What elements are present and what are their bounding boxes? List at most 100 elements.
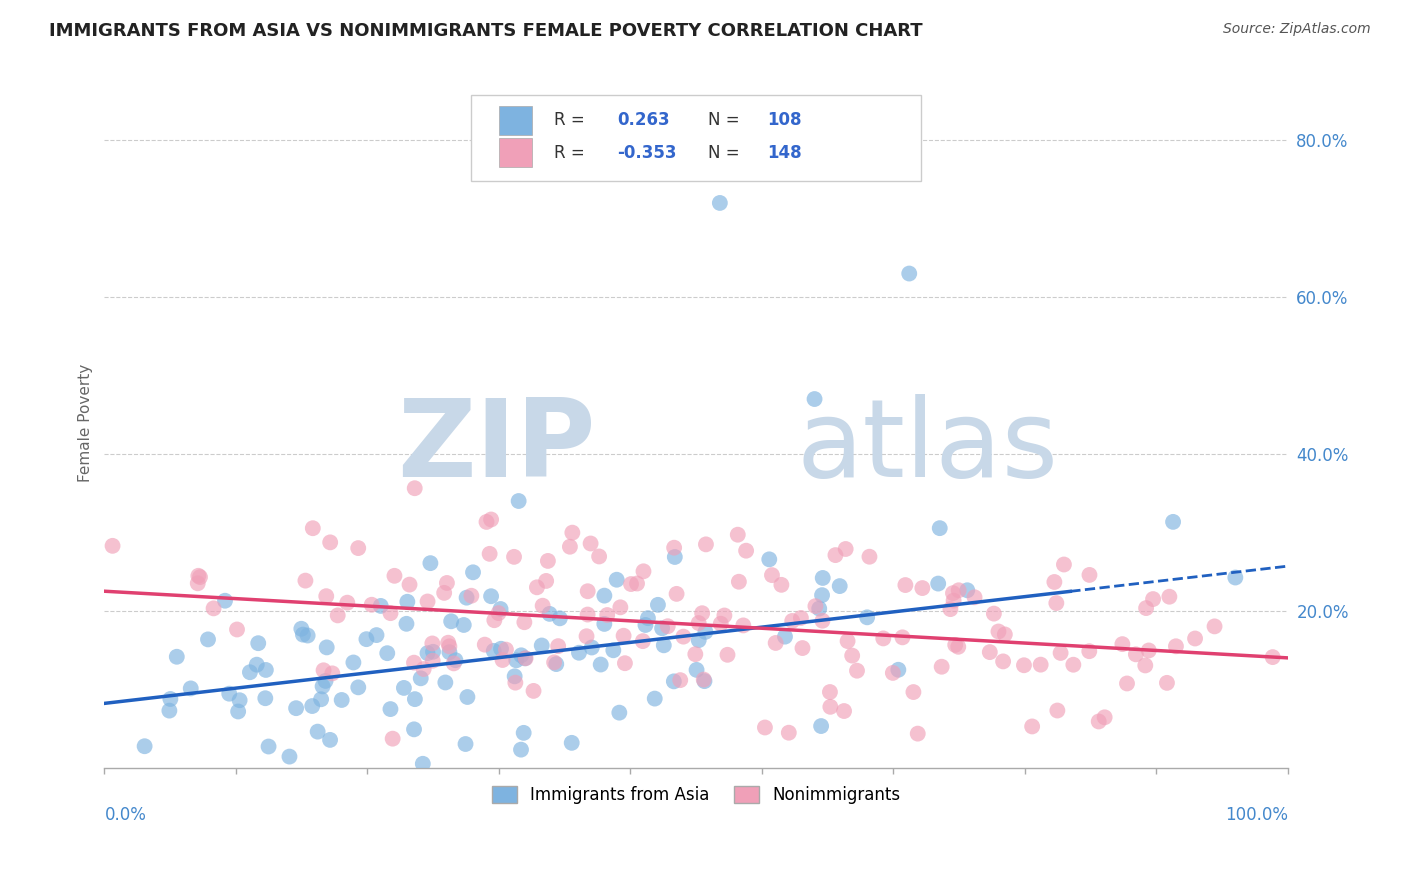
Point bbox=[1164, 640, 1187, 654]
Point bbox=[979, 645, 1001, 659]
Point bbox=[321, 666, 343, 681]
Point bbox=[402, 723, 425, 737]
Point bbox=[811, 588, 834, 602]
Point bbox=[347, 681, 370, 695]
Point bbox=[479, 589, 502, 603]
Point bbox=[531, 599, 554, 613]
Text: 0.263: 0.263 bbox=[617, 112, 669, 129]
Point bbox=[1053, 558, 1076, 572]
Point bbox=[613, 657, 636, 671]
Point bbox=[488, 606, 510, 620]
Point bbox=[301, 521, 323, 535]
Point bbox=[404, 481, 426, 495]
Point bbox=[291, 627, 314, 641]
Point bbox=[593, 589, 616, 603]
Point bbox=[508, 494, 530, 508]
Point bbox=[633, 564, 655, 578]
Point bbox=[505, 675, 527, 690]
Legend: Immigrants from Asia, Nonimmigrants: Immigrants from Asia, Nonimmigrants bbox=[485, 780, 907, 811]
Point bbox=[837, 634, 859, 648]
Point bbox=[285, 701, 308, 715]
Point bbox=[834, 541, 856, 556]
Text: 148: 148 bbox=[768, 144, 801, 161]
FancyBboxPatch shape bbox=[471, 95, 921, 181]
Point bbox=[396, 595, 419, 609]
Point bbox=[695, 537, 717, 551]
Point bbox=[460, 589, 482, 603]
Point bbox=[398, 577, 420, 591]
Point bbox=[690, 606, 713, 620]
Point bbox=[956, 583, 979, 598]
Point bbox=[856, 610, 879, 624]
Point bbox=[461, 566, 484, 580]
Point bbox=[620, 577, 643, 591]
Point bbox=[315, 640, 337, 655]
Point bbox=[456, 690, 478, 704]
Point bbox=[1159, 590, 1181, 604]
Point bbox=[254, 663, 277, 677]
Point bbox=[188, 570, 211, 584]
Point bbox=[412, 756, 434, 771]
Point bbox=[439, 640, 461, 654]
Point bbox=[637, 611, 659, 625]
Point bbox=[548, 611, 571, 625]
Point bbox=[439, 645, 461, 659]
Point bbox=[770, 578, 793, 592]
Point bbox=[416, 646, 439, 660]
Point bbox=[315, 589, 337, 603]
Point bbox=[558, 540, 581, 554]
Point bbox=[479, 512, 502, 526]
Point bbox=[713, 608, 735, 623]
Point bbox=[347, 541, 370, 555]
Point bbox=[503, 669, 526, 683]
Point bbox=[412, 662, 434, 676]
Point bbox=[665, 587, 688, 601]
Point bbox=[568, 646, 591, 660]
Text: 0.0%: 0.0% bbox=[104, 805, 146, 823]
Point bbox=[994, 627, 1017, 641]
Point bbox=[1045, 596, 1067, 610]
Text: R =: R = bbox=[554, 144, 585, 161]
Point bbox=[456, 591, 478, 605]
Point bbox=[991, 654, 1014, 668]
Point bbox=[440, 615, 463, 629]
Point bbox=[380, 702, 402, 716]
Point bbox=[652, 638, 675, 652]
Point bbox=[392, 681, 415, 695]
Point bbox=[482, 644, 505, 658]
Point bbox=[214, 593, 236, 607]
Point bbox=[315, 673, 337, 688]
Point bbox=[1111, 637, 1133, 651]
Text: atlas: atlas bbox=[797, 393, 1059, 500]
Point bbox=[157, 704, 180, 718]
Point bbox=[422, 645, 444, 659]
Point bbox=[257, 739, 280, 754]
Text: 108: 108 bbox=[768, 112, 801, 129]
Point bbox=[420, 636, 443, 650]
Point bbox=[491, 653, 513, 667]
Point bbox=[832, 704, 855, 718]
Point bbox=[903, 685, 925, 699]
Point bbox=[894, 578, 917, 592]
Point bbox=[561, 525, 583, 540]
Point bbox=[882, 665, 904, 680]
Point bbox=[1043, 574, 1066, 589]
Point bbox=[375, 646, 398, 660]
Point bbox=[434, 675, 457, 690]
Point bbox=[330, 693, 353, 707]
Point bbox=[1137, 643, 1160, 657]
Point bbox=[380, 606, 402, 620]
Point bbox=[404, 692, 426, 706]
Point bbox=[254, 691, 277, 706]
Point bbox=[495, 642, 517, 657]
Point bbox=[513, 651, 536, 665]
Point bbox=[513, 615, 536, 630]
Point bbox=[758, 552, 780, 566]
Point bbox=[602, 643, 624, 657]
Point bbox=[931, 659, 953, 673]
Point bbox=[246, 657, 269, 672]
Text: N =: N = bbox=[709, 144, 740, 161]
Point bbox=[693, 674, 716, 689]
Point bbox=[312, 663, 335, 677]
Point bbox=[606, 573, 628, 587]
